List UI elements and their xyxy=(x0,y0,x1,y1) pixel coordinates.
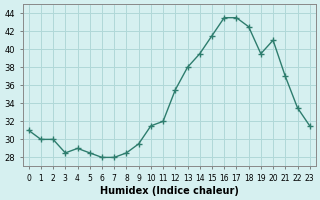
X-axis label: Humidex (Indice chaleur): Humidex (Indice chaleur) xyxy=(100,186,239,196)
